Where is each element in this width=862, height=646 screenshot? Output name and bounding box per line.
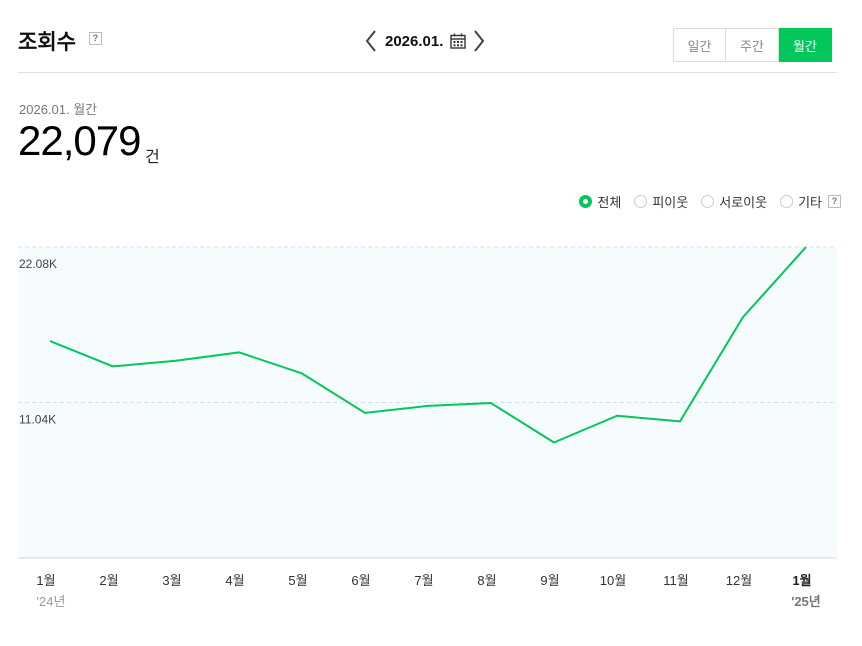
- filter-all[interactable]: 전체: [579, 192, 621, 211]
- filter-mutual-neighbor[interactable]: 서로이웃: [701, 192, 767, 211]
- x-tick-label: 3월: [162, 573, 181, 588]
- series-line: [49, 246, 807, 444]
- x-tick-label: 1월: [792, 573, 811, 588]
- filter-neighbor-label: 피이웃: [652, 195, 689, 210]
- date-navigator: 2026.01.: [360, 26, 490, 56]
- next-period-arrow-icon[interactable]: [468, 26, 490, 56]
- weekly-button[interactable]: 주간: [726, 28, 779, 62]
- x-tick-label: 5월: [288, 573, 307, 588]
- x-tick-label: 4월: [225, 573, 244, 588]
- x-tick-label: 7월: [414, 573, 433, 588]
- calendar-icon[interactable]: [450, 33, 467, 49]
- prev-period-arrow-icon[interactable]: [360, 26, 382, 56]
- filter-neighbor[interactable]: 피이웃: [634, 192, 688, 211]
- period-toggle: 일간 주간 월간: [673, 28, 832, 62]
- radio-icon: [780, 195, 794, 208]
- summary-unit: 건: [145, 149, 160, 166]
- filter-all-label: 전체: [597, 195, 622, 210]
- header-divider: [18, 72, 837, 73]
- x-tick-label: 1월: [36, 573, 55, 588]
- x-tick-label: 8월: [477, 573, 496, 588]
- x-tick-label: 11월: [663, 573, 688, 588]
- y-tick-label: 22.08K: [19, 257, 57, 271]
- summary-value: 22,079: [18, 117, 141, 164]
- filter-mutual-neighbor-label: 서로이웃: [719, 195, 768, 210]
- filter-other-label: 기타: [798, 195, 822, 210]
- x-tick-label: 10월: [600, 573, 626, 588]
- filter-help-icon[interactable]: ?: [828, 195, 841, 208]
- current-date: 2026.01.: [385, 32, 444, 50]
- summary-period: 2026.01. 월간: [19, 102, 98, 117]
- visitor-filter: 전체 피이웃 서로이웃 기타 ?: [566, 192, 841, 211]
- radio-icon: [634, 195, 648, 208]
- radio-checked-icon: [579, 195, 593, 208]
- page-title: 조회수: [18, 31, 76, 54]
- monthly-button[interactable]: 월간: [779, 28, 832, 62]
- x-tick-label: 2월: [99, 573, 118, 588]
- x-tick-label: 9월: [540, 573, 559, 588]
- radio-icon: [701, 195, 715, 208]
- x-year-label: '25년: [791, 594, 821, 609]
- filter-other[interactable]: 기타: [780, 192, 822, 211]
- help-icon[interactable]: ?: [89, 32, 102, 45]
- x-year-label: '24년: [37, 594, 66, 609]
- y-tick-label: 11.04K: [19, 412, 56, 426]
- x-tick-label: 6월: [351, 573, 370, 588]
- x-tick-label: 12월: [726, 573, 752, 588]
- daily-button[interactable]: 일간: [673, 28, 726, 62]
